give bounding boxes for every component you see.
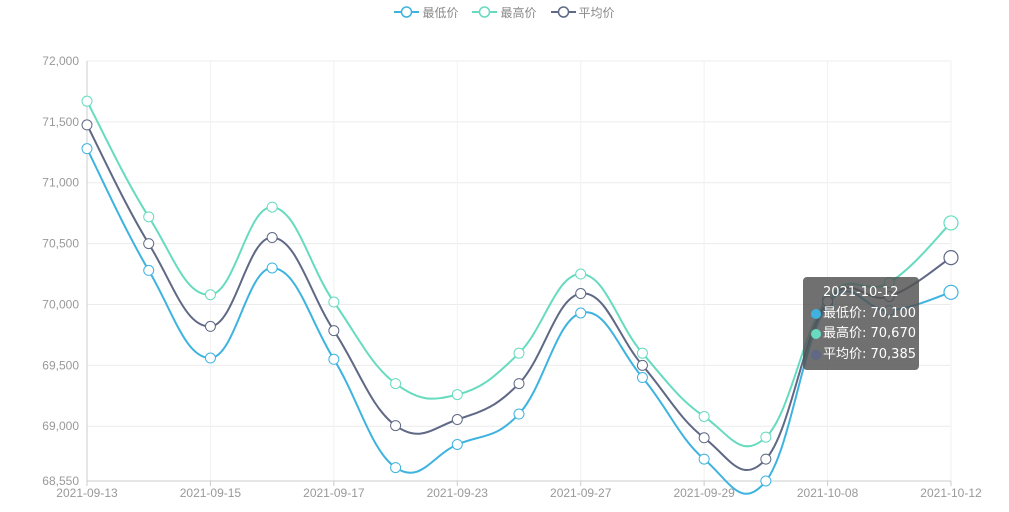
data-point-avg [81, 119, 93, 131]
data-point-avg [943, 250, 959, 266]
legend-item-low[interactable]: 最低价 [394, 3, 458, 21]
x-tick-label: 2021-09-23 [427, 486, 489, 500]
x-tick-label: 2021-09-17 [303, 486, 365, 500]
y-tick-label: 71,500 [42, 115, 79, 129]
data-point-avg [575, 288, 587, 300]
x-tick-label: 2021-10-08 [797, 486, 859, 500]
data-point-avg [698, 432, 710, 444]
data-point-low [266, 262, 278, 274]
y-tick-label: 69,500 [42, 358, 79, 372]
data-point-avg [451, 414, 463, 426]
data-point-avg [328, 325, 340, 337]
tooltip-dot-low [811, 308, 821, 319]
data-point-high [636, 347, 648, 359]
legend-marker-avg [550, 6, 576, 18]
data-point-avg [390, 420, 402, 432]
tooltip-row-high: 最高价: 70,670 [811, 324, 919, 345]
tooltip-value-high: 最高价: 70,670 [823, 326, 916, 341]
data-point-high [575, 268, 587, 280]
legend-marker-high [472, 6, 498, 18]
data-point-high [81, 95, 93, 107]
data-point-low [204, 352, 216, 364]
tooltip-value-low: 最低价: 70,100 [823, 305, 916, 321]
data-point-low [328, 353, 340, 365]
legend-marker-low [394, 6, 420, 18]
data-point-high [266, 201, 278, 213]
data-point-avg [513, 378, 525, 390]
data-point-avg [760, 453, 772, 465]
data-point-low [513, 408, 525, 420]
data-point-low [143, 264, 155, 276]
tooltip-dot-avg [811, 349, 821, 360]
data-point-low [760, 475, 772, 487]
data-point-avg [266, 232, 278, 244]
tooltip-value-avg: 平均价: 70,385 [823, 346, 916, 362]
x-tick-label: 2021-09-13 [56, 486, 118, 500]
data-point-low [943, 284, 959, 300]
data-point-avg [143, 238, 155, 250]
data-point-high [760, 431, 772, 443]
y-tick-label: 69,000 [42, 419, 79, 433]
y-tick-label: 72,000 [42, 54, 79, 68]
legend-item-high[interactable]: 最高价 [472, 3, 537, 21]
data-point-high [451, 389, 463, 401]
data-point-low [390, 462, 402, 474]
data-point-high [513, 347, 525, 359]
data-point-high [204, 289, 216, 301]
tooltip-row-avg: 平均价: 70,385 [811, 345, 919, 366]
y-tick-label: 71,000 [42, 176, 79, 190]
data-point-high [143, 211, 155, 223]
y-tick-label: 68,550 [42, 474, 79, 488]
data-point-low [575, 307, 587, 319]
y-tick-label: 70,500 [42, 237, 79, 251]
x-tick-label: 2021-09-15 [180, 486, 242, 500]
series-line-high [86, 100, 952, 448]
tooltip-row-low: 最低价: 70,100 [811, 304, 919, 325]
data-point-high [328, 296, 340, 308]
chart-tooltip: 2021-10-12 最低价: 70,100 最高价: 70,670 平均价: … [803, 277, 919, 370]
data-point-low [636, 372, 648, 384]
tooltip-title: 2021-10-12 [823, 285, 899, 300]
data-point-low [451, 438, 463, 450]
data-point-avg [636, 359, 648, 371]
data-point-high [698, 410, 710, 422]
legend-item-avg[interactable]: 平均价 [550, 3, 615, 21]
data-point-avg [204, 320, 216, 332]
y-tick-label: 70,000 [42, 297, 79, 311]
chart-legend: 最低价 最高价 平均价 [0, 3, 1009, 21]
x-tick-label: 2021-09-27 [550, 486, 612, 500]
x-tick-label: 2021-09-29 [673, 486, 735, 500]
data-point-high [943, 215, 959, 231]
data-point-high [390, 378, 402, 390]
data-point-low [81, 143, 93, 155]
legend-label-low: 最低价 [422, 5, 459, 20]
x-tick-label: 2021-10-12 [920, 486, 982, 500]
tooltip-dot-high [811, 329, 821, 340]
legend-label-avg: 平均价 [578, 5, 615, 20]
data-point-low [698, 453, 710, 465]
legend-label-high: 最高价 [500, 5, 537, 20]
